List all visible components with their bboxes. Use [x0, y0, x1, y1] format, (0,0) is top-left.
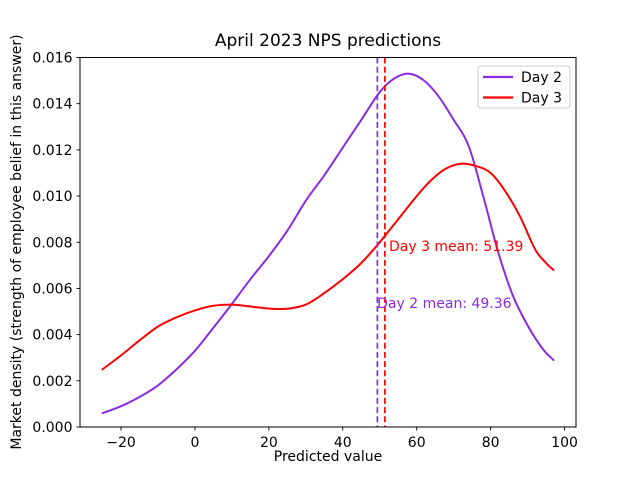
y-tick-label: 0.006: [32, 281, 72, 297]
legend: Day 2 Day 3: [477, 65, 571, 109]
y-tick-label: 0.016: [32, 51, 72, 67]
y-tick-label: 0.000: [32, 420, 72, 436]
axes-spines: [79, 57, 577, 428]
y-tick-label: 0.010: [32, 189, 72, 205]
x-tick-label: 20: [260, 435, 278, 451]
legend-label-day-3: Day 3: [521, 91, 562, 107]
day-3-curve: [101, 162, 555, 371]
axis-ticks: −20 0 20 40 60 80 100 0.000 0.002 0.004 0.006 0.008…: [32, 51, 578, 452]
day-3-mean-label: Day 3 mean: 51.39: [389, 239, 523, 255]
mean-annotations: Day 3 mean: 51.39 Day 2 mean: 49.36: [377, 239, 523, 312]
y-tick-label: 0.012: [32, 143, 72, 159]
day-2-curve: [101, 72, 555, 415]
y-axis-label: Market density (strength of employee bel…: [9, 34, 25, 449]
y-tick-label: 0.014: [32, 97, 72, 113]
x-tick-label: −20: [106, 435, 136, 451]
x-tick-label: 40: [334, 435, 352, 451]
legend-label-day-2: Day 2: [521, 70, 562, 86]
x-axis-label: Predicted value: [274, 449, 382, 465]
y-tick-label: 0.008: [32, 235, 72, 251]
x-tick-label: 100: [551, 435, 578, 451]
day-2-mean-label: Day 2 mean: 49.36: [377, 296, 511, 312]
mean-lines: [376, 57, 386, 427]
x-tick-label: 80: [482, 435, 500, 451]
data-series: [101, 72, 555, 415]
y-tick-label: 0.004: [32, 328, 72, 344]
x-tick-label: 0: [190, 435, 199, 451]
x-tick-label: 60: [408, 435, 426, 451]
y-tick-label: 0.002: [32, 374, 72, 390]
chart-title: April 2023 NPS predictions: [215, 31, 441, 51]
